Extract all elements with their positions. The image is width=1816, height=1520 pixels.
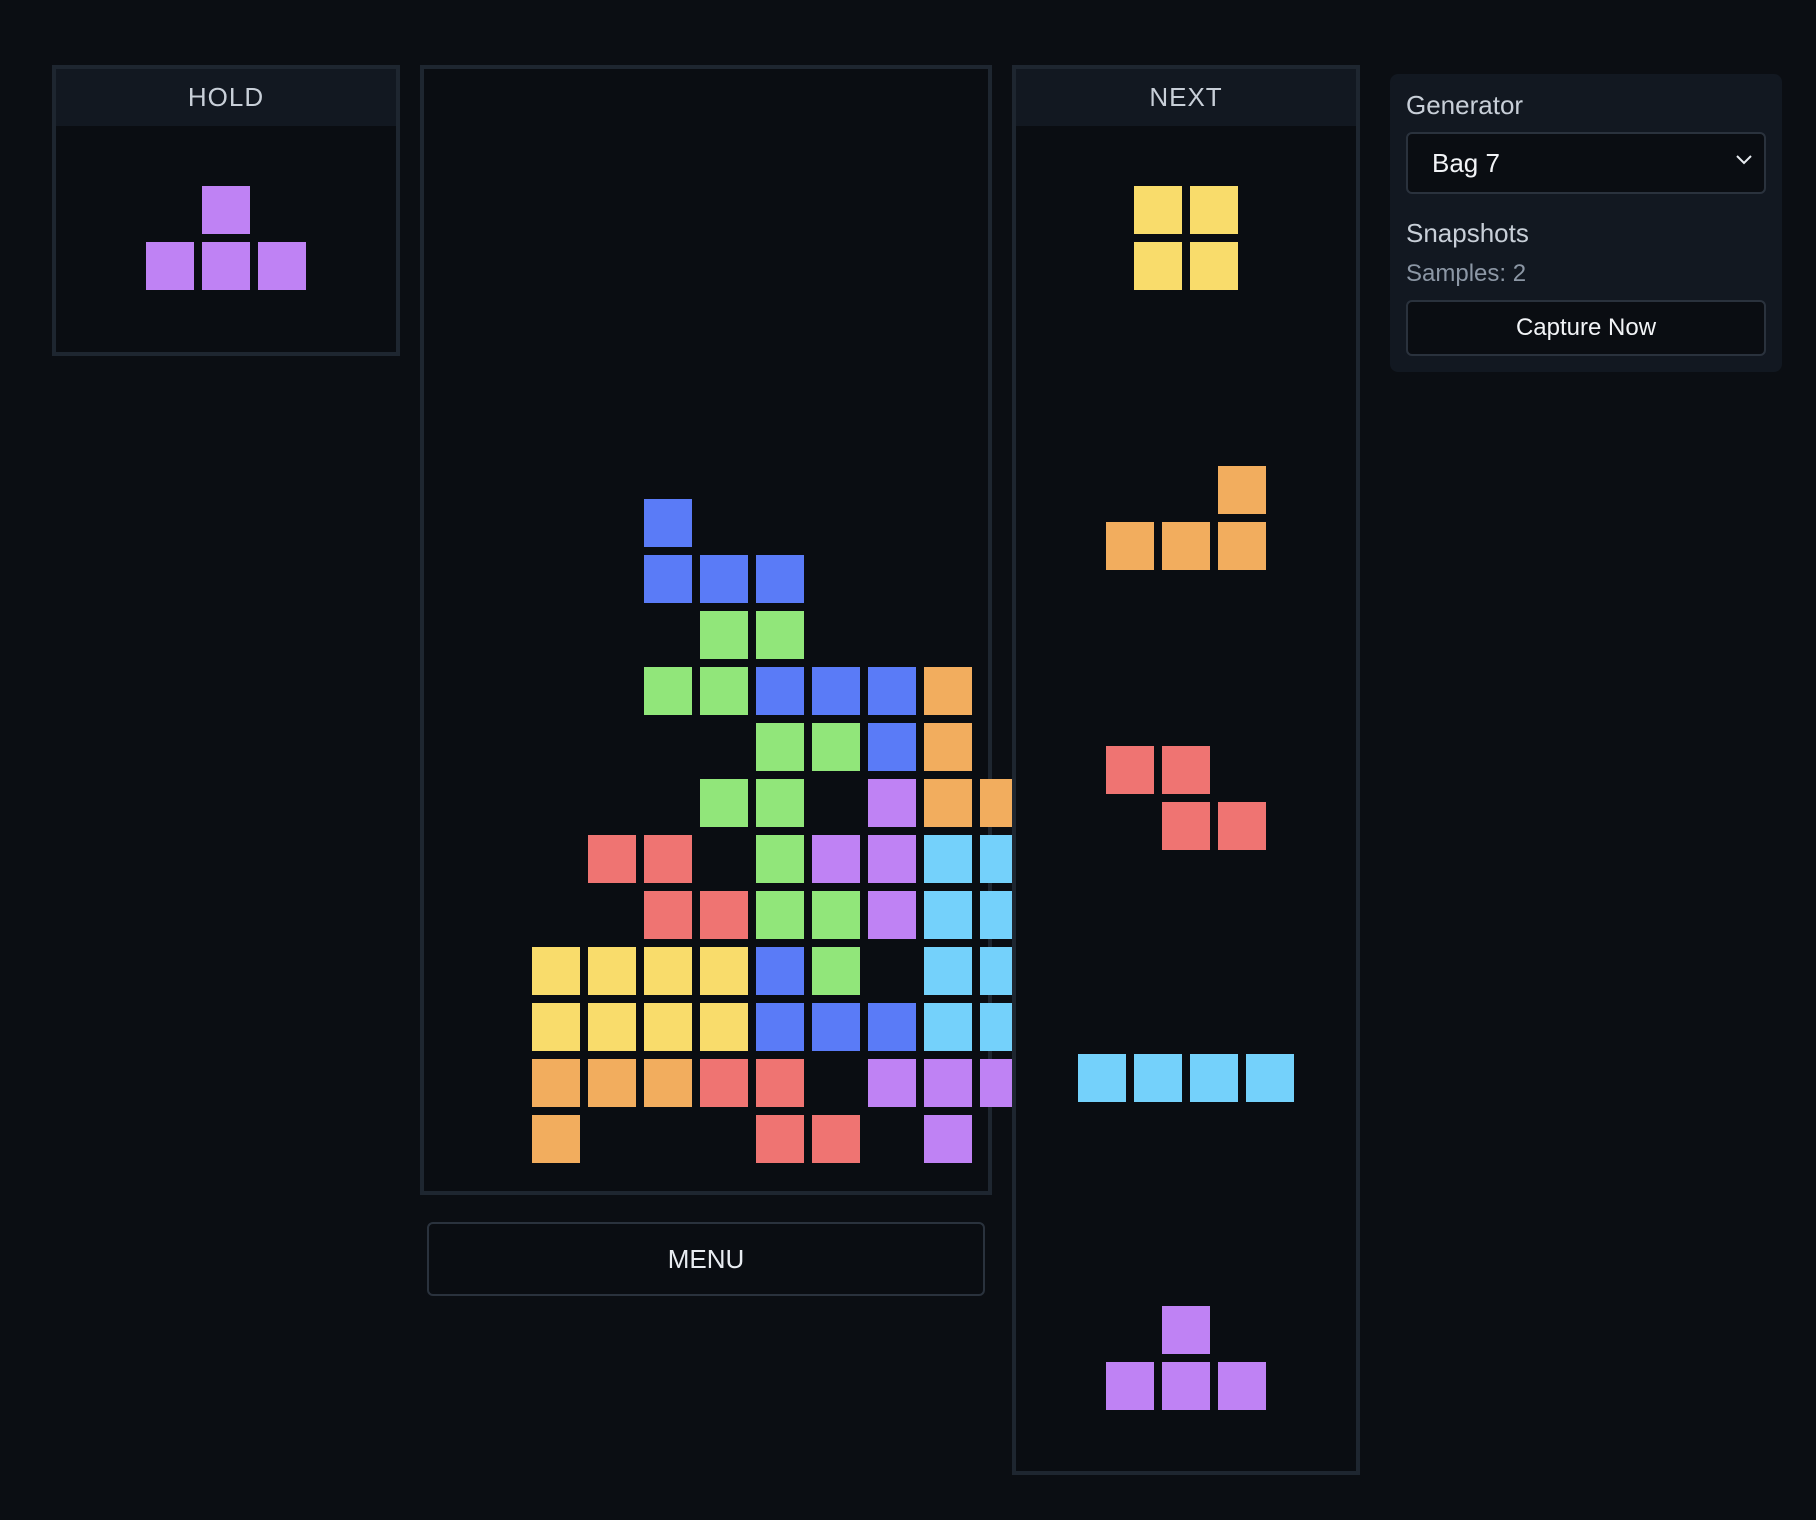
menu-button[interactable]: MENU [427, 1222, 985, 1296]
generator-label: Generator [1406, 90, 1524, 120]
board-cell [532, 947, 580, 995]
capture-now-button[interactable]: Capture Now [1406, 300, 1766, 356]
board-cell [756, 1115, 804, 1163]
board-cell [588, 1003, 636, 1051]
next-piece-cell [1134, 242, 1182, 290]
hold-title: HOLD [56, 69, 396, 126]
board-cell [700, 947, 748, 995]
board-cell [812, 667, 860, 715]
board-cell [924, 779, 972, 827]
next-piece-cell [1106, 522, 1154, 570]
board-cell [588, 835, 636, 883]
board-cell [756, 1003, 804, 1051]
board-cell [924, 1115, 972, 1163]
board-cell [756, 947, 804, 995]
board-cell [644, 1059, 692, 1107]
board-cell [868, 667, 916, 715]
next-piece-cell [1162, 522, 1210, 570]
chevron-down-icon [1736, 155, 1752, 165]
game-board[interactable] [420, 65, 1028, 1195]
hold-piece-cell [202, 242, 250, 290]
board-cell [756, 555, 804, 603]
board-cell [924, 835, 972, 883]
board-cell [924, 1059, 972, 1107]
settings-panel: Generator Bag 7 Snapshots Samples: 2 Cap… [1390, 74, 1782, 372]
board-cell [532, 1115, 580, 1163]
board-cell [644, 835, 692, 883]
board-cell [812, 1003, 860, 1051]
board-cell [700, 611, 748, 659]
next-panel: NEXT [1012, 65, 1360, 1475]
board-cell [756, 835, 804, 883]
board-cell [532, 1059, 580, 1107]
board-cell [588, 1059, 636, 1107]
board-cell [812, 835, 860, 883]
next-piece-cell [1078, 1054, 1126, 1102]
board-cell [644, 1003, 692, 1051]
hold-panel: HOLD [52, 65, 400, 356]
board-cell [868, 1059, 916, 1107]
board-cell [644, 947, 692, 995]
hold-piece-cell [258, 242, 306, 290]
board-cell [644, 891, 692, 939]
board-cell [700, 555, 748, 603]
board-cell [924, 891, 972, 939]
hold-piece-cell [146, 242, 194, 290]
board-cell [756, 611, 804, 659]
board-cell [756, 1059, 804, 1107]
next-title: NEXT [1016, 69, 1356, 126]
board-cell [644, 555, 692, 603]
next-piece-cell [1218, 802, 1266, 850]
next-piece-cell [1190, 186, 1238, 234]
next-piece-cell [1218, 522, 1266, 570]
next-piece-cell [1218, 466, 1266, 514]
board-cell [812, 891, 860, 939]
board-cell [868, 779, 916, 827]
snapshots-label: Snapshots [1406, 218, 1529, 248]
board-cell [924, 1003, 972, 1051]
board-cell [868, 1003, 916, 1051]
board-cell [588, 947, 636, 995]
next-piece-cell [1106, 746, 1154, 794]
board-cell [644, 667, 692, 715]
next-piece-cell [1190, 1054, 1238, 1102]
generator-select[interactable]: Bag 7 [1406, 132, 1766, 194]
board-cell [924, 723, 972, 771]
next-piece-cell [1134, 186, 1182, 234]
board-cell [812, 1115, 860, 1163]
board-cell [700, 779, 748, 827]
next-piece-cell [1162, 1362, 1210, 1410]
next-piece-cell [1162, 746, 1210, 794]
board-cell [700, 891, 748, 939]
board-cell [812, 723, 860, 771]
next-piece-cell [1246, 1054, 1294, 1102]
next-piece-cell [1190, 242, 1238, 290]
board-cell [868, 891, 916, 939]
next-piece-cell [1134, 1054, 1182, 1102]
generator-value: Bag 7 [1432, 147, 1500, 178]
hold-piece-cell [202, 186, 250, 234]
next-piece-cell [1162, 802, 1210, 850]
board-cell [868, 835, 916, 883]
board-cell [924, 947, 972, 995]
next-piece-cell [1218, 1362, 1266, 1410]
board-cell [756, 667, 804, 715]
board-cell [532, 1003, 580, 1051]
board-cell [924, 667, 972, 715]
board-cell [644, 499, 692, 547]
board-cell [756, 723, 804, 771]
board-cell [868, 723, 916, 771]
board-cell [700, 1003, 748, 1051]
board-cell [700, 667, 748, 715]
samples-count: Samples: 2 [1406, 260, 1527, 287]
next-piece-cell [1162, 1306, 1210, 1354]
board-cell [812, 947, 860, 995]
next-piece-cell [1106, 1362, 1154, 1410]
board-cell [756, 891, 804, 939]
board-cell [756, 779, 804, 827]
board-cell [700, 1059, 748, 1107]
